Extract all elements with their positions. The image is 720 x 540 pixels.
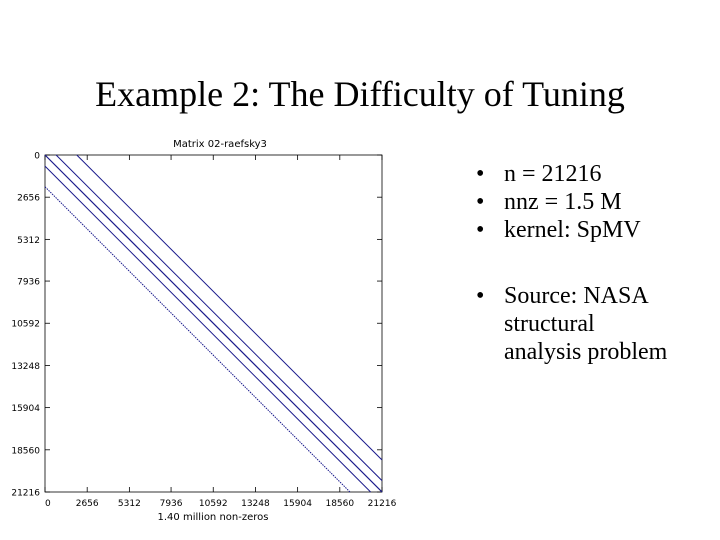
sparsity-plot: Matrix 02-raefsky3 0 2656 5312 7936 10592 132… <box>0 135 400 525</box>
chart-title: Matrix 02-raefsky3 <box>173 139 267 150</box>
x-axis-label: 1.40 million non-zeros <box>158 512 269 523</box>
x-tick-label: 10592 <box>199 499 228 509</box>
nonzero-band-group <box>44 154 383 493</box>
y-tick-label: 13248 <box>11 362 40 372</box>
bullet-source: Source: NASA structural analysis problem <box>476 282 716 366</box>
y-tick-label: 0 <box>34 152 40 162</box>
y-tick-label: 7936 <box>17 278 40 288</box>
x-tick-label: 0 <box>45 499 51 509</box>
bullet-nonzeros: nnz = 1.5 M <box>476 188 716 216</box>
y-tick-label: 2656 <box>17 194 40 204</box>
y-tick-label: 21216 <box>11 489 40 499</box>
nonzero-band <box>44 186 351 493</box>
x-tick-label: 5312 <box>118 499 141 509</box>
y-tick-label: 18560 <box>11 446 40 456</box>
bullet-gap <box>476 244 716 282</box>
nonzero-band <box>55 154 383 481</box>
y-tick-label: 15904 <box>11 404 40 414</box>
bullet-kernel: kernel: SpMV <box>476 216 716 244</box>
x-tick-label: 15904 <box>283 499 312 509</box>
nonzero-band <box>44 165 371 493</box>
bullet-matrix-size: n = 21216 <box>476 160 716 188</box>
x-tick-label: 21216 <box>368 499 397 509</box>
x-tick-label: 18560 <box>325 499 354 509</box>
x-tick-label: 2656 <box>76 499 99 509</box>
source-line-2: structural <box>504 311 595 337</box>
y-tick-label: 10592 <box>11 320 40 330</box>
y-tick-group: 0 2656 5312 7936 10592 13248 15904 18560 21216 <box>11 152 382 499</box>
x-tick-label: 7936 <box>160 499 183 509</box>
source-line-1: Source: NASA <box>504 283 649 309</box>
nonzero-band <box>76 154 383 461</box>
y-tick-label: 5312 <box>17 236 40 246</box>
nonzero-band <box>44 154 383 493</box>
x-tick-label: 13248 <box>241 499 270 509</box>
x-tick-group: 0 2656 5312 7936 10592 13248 15904 18560 21216 <box>44 155 397 509</box>
slide-title: Example 2: The Difficulty of Tuning <box>95 74 625 114</box>
source-line-3: analysis problem <box>504 339 668 365</box>
sparsity-plot-svg: Matrix 02-raefsky3 0 2656 5312 7936 10592 132… <box>11 139 397 523</box>
bullet-list: n = 21216 nnz = 1.5 M kernel: SpMV Sourc… <box>476 160 716 366</box>
